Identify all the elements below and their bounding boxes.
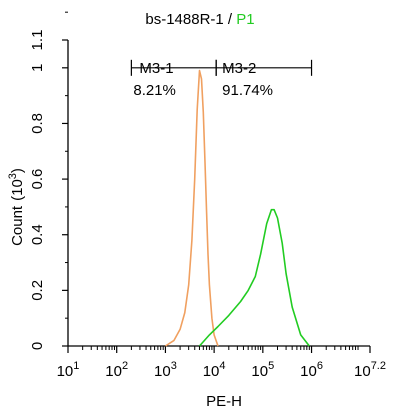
y-axis-unit-exponent: 3 [7,173,19,179]
marker-label: M3-1 [139,60,173,77]
histogram-curve [164,69,219,347]
x-tick-label: 105 [251,360,274,380]
x-tick-label: 106 [300,360,323,380]
x-tick-label: 101 [57,360,80,380]
x-tick-label: 104 [203,360,226,380]
y-tick-label: 1.1 [29,30,46,51]
x-axis-title: PE-H [206,393,242,410]
y-tick-label: 0.4 [29,224,46,245]
marker-percent: 8.21% [133,82,176,99]
y-axis-unit: (10 [9,179,26,201]
title-gate: P1 [236,11,254,28]
x-tick-label: 107.2 [354,360,386,380]
y-tick-label: 0.6 [29,169,46,190]
svg-text:Count(103): Count (103) [7,168,26,246]
y-tick-label: 1 [29,64,46,72]
title-sample: bs-1488R-1 [145,11,223,28]
chart-title: bs-1488R-1 / P1 [145,11,254,28]
y-tick-label: 0.2 [29,280,46,301]
y-tick-label: 0.8 [29,113,46,134]
x-tick-label: 102 [105,360,128,380]
y-tick-label: 0 [29,342,46,350]
histogram-curve [198,208,310,347]
y-axis-label: Count [9,205,26,246]
y-axis-title: Count (103) [7,168,26,246]
x-tick-label: 103 [154,360,177,380]
marker-percent: 91.74% [222,82,273,99]
title-separator: / [224,11,237,28]
y-axis-unit-close: ) [9,168,26,173]
marker-label: M3-2 [222,60,256,77]
